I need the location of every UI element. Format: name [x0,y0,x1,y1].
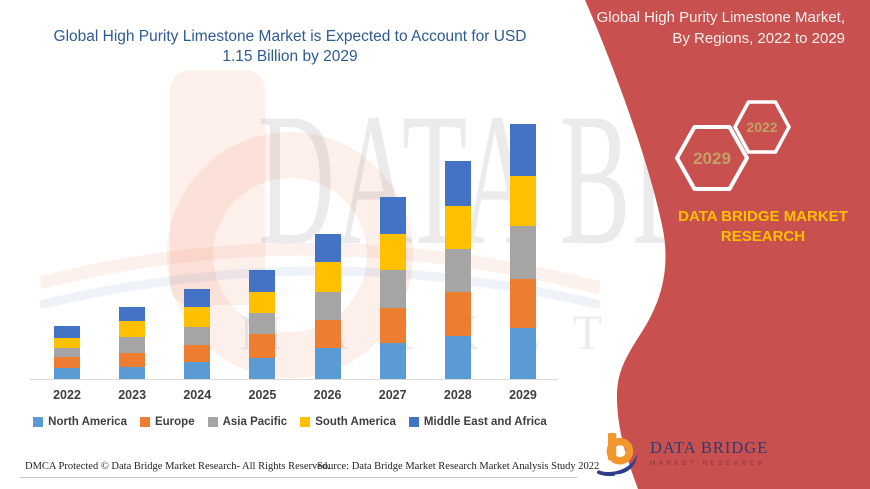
bar-segment [249,270,276,292]
legend-label: South America [315,416,396,428]
bar-segment [184,307,211,327]
bar-segment [509,279,536,328]
bar-segment [379,270,406,308]
bar-segment [119,367,146,379]
bar-segment [444,161,471,206]
x-axis-label: 2028 [443,388,472,402]
bar-segment [119,307,146,321]
bar-segment [314,262,341,292]
legend-item: Europe [139,416,195,428]
legend-swatch [207,417,218,427]
bar-segment [314,348,341,379]
bar-2022 [54,326,80,379]
bar-2023 [119,307,146,379]
bar-segment [54,348,80,357]
bar-2026 [314,234,341,379]
dmca-text: DMCA Protected © Data Bridge Market Rese… [25,461,330,472]
bar-segment [379,343,406,379]
x-axis-label: 2022 [53,388,81,402]
footer-divider [20,477,577,478]
bar-segment [54,368,80,379]
legend-label: North America [48,416,127,428]
bar-segment [314,320,341,348]
bar-segment [314,234,341,262]
x-axis-label: 2024 [183,388,212,402]
bar-segment [379,234,406,270]
legend: North America Europe Asia Pacific South Ame… [0,416,580,428]
legend-swatch [408,417,419,427]
bar-segment [119,353,146,367]
legend-label: Asia Pacific [222,416,288,428]
x-axis-line [30,379,558,380]
source-text: Source: Data Bridge Market Research Mark… [317,461,600,472]
bar-2024 [184,289,211,379]
bar-2027 [379,197,406,379]
bar-segment [509,328,536,379]
legend-item: Asia Pacific [207,416,288,428]
legend-label: Europe [154,416,195,428]
bar-2025 [249,270,276,379]
bar-segment [249,313,276,334]
legend-swatch [139,417,150,427]
bar-segment [249,334,276,358]
bar-2028 [444,161,471,379]
legend-swatch [33,417,44,427]
bar-segment [379,308,406,343]
bar-2029 [509,124,536,379]
x-axis-label: 2027 [378,388,407,402]
bar-segment [379,197,406,234]
x-axis-label: 2023 [118,388,147,402]
bar-segment [314,292,341,320]
bar-segment [444,206,471,249]
bar-segment [184,362,211,379]
bar-segment [184,327,211,345]
bar-segment [509,176,536,226]
bar-segment [509,226,536,279]
legend-swatch [300,417,311,427]
legend-label: Middle East and Africa [423,416,547,428]
page-title: Global High Purity Limestone Market is E… [53,28,527,66]
x-axis-label: 2029 [509,388,537,402]
bar-segment [509,124,536,176]
bar-segment [184,345,211,362]
bar-segment [444,336,471,379]
legend-item: South America [300,416,396,428]
bar-segment [54,357,80,368]
bar-segment [54,338,80,348]
bar-segment [184,289,211,307]
bar-segment [444,292,471,336]
bar-segment [249,292,276,313]
x-axis-label: 2025 [248,388,277,402]
bar-segment [249,358,276,379]
bar-segment [119,321,146,337]
legend-item: Middle East and Africa [408,416,547,428]
bar-segment [119,337,146,353]
x-axis-label: 2026 [313,388,342,402]
bar-segment [444,249,471,292]
bar-segment [54,326,80,338]
legend-item: North America [33,416,127,428]
